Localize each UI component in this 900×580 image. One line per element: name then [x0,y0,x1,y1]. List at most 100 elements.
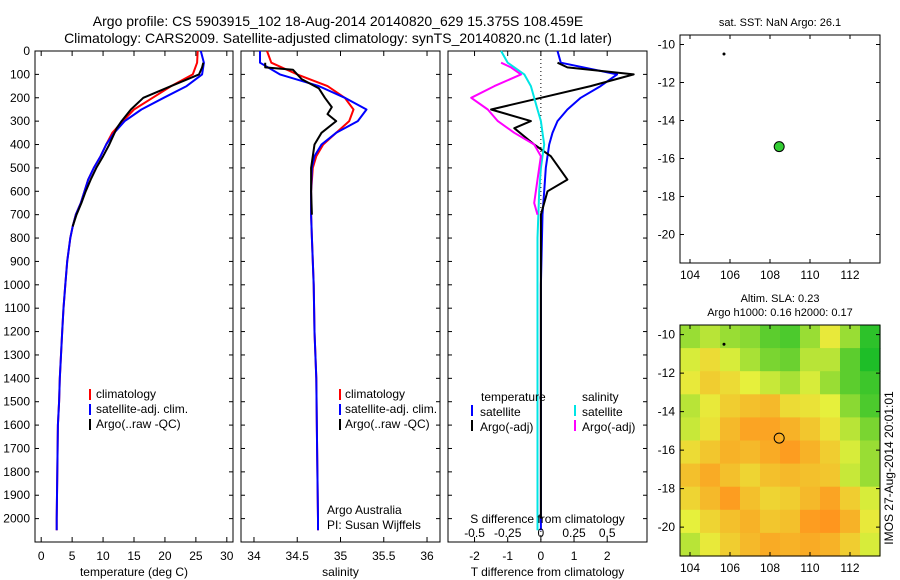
sla-cell [700,371,721,395]
sla-cell [860,348,881,372]
sla-map-subtitle: Argo h1000: 0.16 h2000: 0.17 [707,307,853,319]
sla-cell [700,532,721,557]
difference-x2tick-label: 0.25 [562,526,586,540]
map_sst-xtick-label: 112 [840,268,859,282]
temperature-xtick-label: 15 [127,549,141,563]
sla-cell [840,371,861,395]
sla-cell [720,486,741,511]
salinity-legend-entry: satellite-adj. clim. [345,402,437,416]
side-label: IMOS 27-Aug-2014 20:01:01 [882,391,896,545]
difference-panel: -2 -1 0 1 2 T difference from climatology -0.5… [447,50,648,579]
sla-cell [760,532,781,557]
difference-xtick-label: 1 [571,549,578,563]
sla-cell [680,371,701,395]
sla-cell [720,532,741,557]
depth-tick-label: 900 [10,254,30,268]
depth-tick-label: 100 [10,67,30,81]
sla-cell [800,371,821,395]
sla-cell [820,440,841,465]
sla-cell [760,440,781,465]
sla-cell [820,532,841,557]
depth-tick-label: 2000 [3,512,30,526]
map_sla-xtick-label: 110 [800,561,819,575]
depth-tick-label: 800 [10,231,30,245]
depth-tick-label: 700 [10,208,30,222]
map_sla-ytick-label: -10 [658,328,676,342]
sla-cell [680,440,701,465]
sst-map-panel: 104 106 108 110 112 -10 -12 -14 -16 -18 -20 sat. SS… [658,17,881,282]
map_sla-ytick-label: -16 [658,443,676,457]
sla-cell [700,394,721,418]
salinity-annotation: PI: Susan Wijffels [327,518,421,532]
sla-cell [680,348,701,372]
difference-x2tick-label: -0.5 [464,526,485,540]
temperature-legend-entry: climatology [96,387,156,401]
depth-tick-label: 1800 [3,465,30,479]
sla-cell [700,463,721,488]
temperature-xtick-label: 5 [69,549,76,563]
difference-series-2 [500,50,546,531]
sla-cell [680,486,701,511]
sla-cell [740,348,761,372]
sla-cell [820,509,841,534]
salinity-panel: 34 34.5 35 35.5 36 salinity climatologysatelli… [240,50,441,579]
depth-tick-label: 400 [10,138,30,152]
map_sst-ytick-label: -14 [658,114,676,128]
sla-map-title: Altim. SLA: 0.23 [741,293,820,305]
profile-location-marker [773,141,785,153]
difference-series-0 [539,50,619,531]
profile-location-marker [773,432,785,444]
sla-cell [680,394,701,418]
salinity-xtick-label: 34.5 [286,549,310,563]
sla-map-panel: 104 106 108 110 112 -10 -12 -14 -16 -18 -20 Altim. … [658,293,881,575]
sla-cell [800,509,821,534]
sla-cell [720,463,741,488]
sla-cell [740,509,761,534]
temperature-xtick-label: 25 [189,549,203,563]
sla-cell [700,486,721,511]
sla-cell [800,348,821,372]
sla-cell [740,325,761,349]
map_sst-ytick-label: -20 [658,228,676,242]
map_sst-ytick-label: -16 [658,152,676,166]
sst-map-title: sat. SST: NaN Argo: 26.1 [719,17,841,29]
sla-cell [820,348,841,372]
sla-cell [740,394,761,418]
map_sst-xtick-label: 104 [680,268,700,282]
sla-cell [800,394,821,418]
sla-cell [760,509,781,534]
sla-cell [860,532,881,557]
temperature-xlabel: temperature (deg C) [80,565,188,579]
sla-cell [840,417,861,442]
difference-xtick-label: 0 [538,549,545,563]
map_sla-xtick-label: 108 [760,561,780,575]
map_sla-ytick-label: -12 [658,366,676,380]
difference-x2tick-label: 0.5 [599,526,616,540]
sla-cell [800,463,821,488]
sla-cell [860,325,881,349]
map_sst-xtick-label: 106 [720,268,740,282]
sla-cell [720,394,741,418]
sla-cell [760,486,781,511]
map_sla-frame [679,324,881,557]
difference-legend-heading: salinity [582,390,619,404]
depth-tick-label: 300 [10,114,30,128]
sla-cell [800,325,821,349]
sla-cell [760,371,781,395]
map_sla-xtick-label: 104 [680,561,700,575]
map_sst-frame [679,34,881,264]
temperature-xtick-label: 20 [158,549,172,563]
difference-x2tick-label: 0 [538,526,545,540]
difference-xtick-label: -1 [502,549,513,563]
sla-cell [740,371,761,395]
sla-cell [780,509,801,534]
sla-cell [740,463,761,488]
sla-cell [800,532,821,557]
difference-legend-entry: satellite [480,405,521,419]
salinity-xtick-label: 35 [334,549,348,563]
sla-cell [720,509,741,534]
sla-cell [680,463,701,488]
salinity-xtick-label: 35.5 [372,549,396,563]
sla-cell [780,463,801,488]
